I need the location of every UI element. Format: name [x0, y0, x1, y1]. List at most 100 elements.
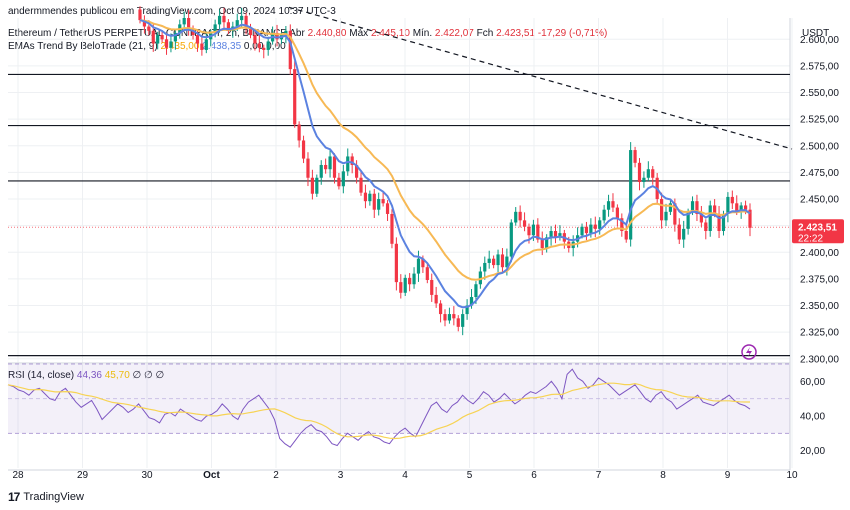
candle-body	[169, 41, 173, 48]
time-tick-label: 10	[786, 470, 798, 481]
time-tick-label: 7	[596, 470, 602, 481]
ema-value-2: 2.438,35	[202, 41, 242, 52]
candle-body	[408, 277, 412, 285]
candle-body	[549, 231, 553, 238]
candle-body	[443, 314, 447, 321]
candle-body	[399, 282, 403, 293]
candle-body	[354, 164, 359, 178]
ema-value-1: 2.435,00	[160, 41, 200, 52]
candle-body	[235, 20, 239, 27]
candle-body	[381, 199, 385, 204]
candle-body	[430, 279, 434, 295]
candle-body	[673, 203, 677, 225]
price-chart[interactable]: 2.600,00 2.575,00 2.550,00 2.525,00 2.500,00…	[0, 0, 850, 490]
candle-body	[244, 15, 248, 29]
time-tick-label: 3	[338, 470, 344, 481]
candle-body	[377, 199, 381, 210]
alert-icon[interactable]	[741, 344, 757, 360]
candle-body	[739, 205, 743, 212]
candle-body	[651, 169, 655, 178]
candle-body	[593, 224, 597, 229]
ema-fast-line	[139, 19, 751, 309]
candle-body	[222, 15, 226, 23]
footer: 17 TradingView	[8, 490, 84, 504]
tradingview-logo-icon[interactable]: 17	[8, 490, 20, 504]
rsi-na-2: ∅	[144, 370, 153, 381]
time-tick-label: 8	[660, 470, 666, 481]
time-tick-label: 5	[467, 470, 473, 481]
candle-body	[182, 18, 186, 25]
candle-body	[138, 9, 142, 21]
candle-body	[606, 201, 611, 210]
candle-body	[545, 237, 549, 249]
candle-body	[456, 318, 460, 327]
time-tick-label: 9	[725, 470, 731, 481]
candle-body	[332, 156, 337, 178]
author-line: andermmendes publicou em TradingView.com…	[8, 6, 336, 17]
ema-value-3: 0,00	[243, 41, 264, 52]
ema-slow-line	[139, 19, 751, 281]
candle-body	[536, 224, 540, 240]
rsi-tick-label: 20,00	[800, 446, 825, 457]
candle-body	[151, 30, 155, 44]
candle-body	[487, 258, 491, 263]
candle-body	[341, 171, 345, 187]
candle-body	[642, 177, 646, 183]
candle-body	[301, 140, 306, 159]
rsi-label: RSI (14, close)	[8, 370, 75, 381]
rsi-legend[interactable]: RSI (14, close) 44,36 45,70 ∅ ∅ ∅	[8, 370, 164, 381]
candle-body	[615, 207, 619, 219]
candle-body	[421, 258, 425, 268]
candle-body	[527, 226, 531, 236]
candle-body	[518, 211, 522, 221]
candle-body	[306, 158, 310, 178]
candle-body	[310, 177, 314, 194]
change-value: -17,29 (-0,71%)	[537, 28, 608, 39]
brand-name[interactable]: TradingView	[23, 491, 84, 503]
candle-body	[315, 177, 319, 194]
candle-body	[708, 205, 712, 232]
price-tick-label: 2.325,00	[800, 328, 839, 339]
ema-lines	[139, 19, 751, 309]
price-tick-label: 2.575,00	[800, 61, 839, 72]
candle-body	[187, 18, 191, 29]
candle-body	[253, 35, 257, 44]
candle-body	[447, 314, 452, 321]
candle-body	[589, 224, 593, 234]
time-tick-label: 29	[77, 470, 89, 481]
candle-body	[156, 35, 160, 44]
candle-body	[633, 150, 637, 163]
candle-body	[717, 213, 721, 232]
rsi-value: 44,36	[76, 370, 102, 381]
candle-body	[469, 297, 474, 306]
candle-body	[496, 254, 500, 266]
grid	[8, 18, 793, 471]
candle-body	[540, 239, 544, 249]
price-tick-label: 2.600,00	[800, 35, 839, 46]
candle-body	[350, 156, 354, 165]
candle-body	[598, 220, 602, 229]
candle-body	[434, 294, 438, 304]
price-badge-countdown: 22:22	[798, 233, 823, 244]
currency-label[interactable]: USDT	[802, 28, 830, 39]
price-tick-label: 2.550,00	[800, 88, 839, 99]
time-tick-label: 30	[141, 470, 153, 481]
candle-body	[646, 169, 650, 178]
candle-body	[682, 228, 686, 240]
candle-body	[584, 226, 589, 234]
candle-body	[390, 213, 394, 244]
candle-body	[624, 231, 628, 240]
trend-line	[288, 6, 793, 150]
candle-body	[465, 305, 469, 315]
candle-body	[690, 201, 695, 212]
open-label: Abr	[289, 28, 305, 39]
rsi-tick-label: 40,00	[800, 412, 825, 423]
time-tick-label: 28	[12, 470, 24, 481]
candle-body	[558, 233, 562, 238]
rsi-tick-label: 60,00	[800, 377, 825, 388]
price-tick-label: 2.350,00	[800, 301, 839, 312]
candle-body	[505, 256, 509, 268]
candle-body	[385, 203, 390, 214]
candle-body	[664, 211, 668, 221]
